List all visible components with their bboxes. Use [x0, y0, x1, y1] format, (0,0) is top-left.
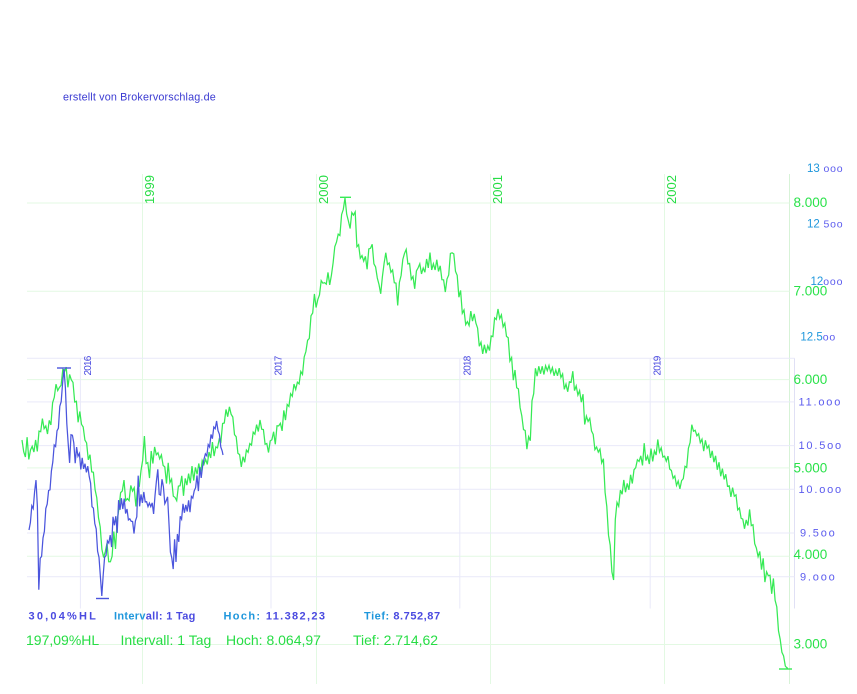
svg-text:3.000: 3.000 [794, 636, 828, 651]
svg-text:12ooo: 12ooo [811, 276, 844, 288]
svg-text:197,09%HL: 197,09%HL [26, 632, 99, 648]
svg-text:erstellt von Brokervorschlag.d: erstellt von Brokervorschlag.de [63, 92, 216, 104]
svg-text:2019: 2019 [653, 355, 664, 375]
svg-text:12.5oo: 12.5oo [800, 332, 836, 344]
svg-text:13 ooo: 13 ooo [807, 163, 843, 175]
svg-text:2018: 2018 [462, 355, 473, 375]
svg-text:Hoch: 11.382,23: Hoch: 11.382,23 [224, 611, 327, 623]
svg-text:Hoch: 8.064,97: Hoch: 8.064,97 [226, 632, 321, 648]
svg-text:2002: 2002 [664, 175, 679, 204]
svg-text:1999: 1999 [142, 175, 157, 204]
svg-text:4.000: 4.000 [794, 547, 828, 562]
svg-text:10.5oo: 10.5oo [799, 440, 843, 452]
svg-text:5.000: 5.000 [794, 461, 828, 476]
svg-text:2017: 2017 [274, 355, 285, 375]
svg-text:8.000: 8.000 [794, 195, 828, 210]
svg-text:2016: 2016 [83, 355, 94, 375]
svg-text:12 5oo: 12 5oo [807, 219, 843, 231]
svg-text:Tief: 8.752,87: Tief: 8.752,87 [364, 611, 441, 623]
svg-text:Intervall: 1 Tag: Intervall: 1 Tag [121, 632, 212, 648]
svg-text:2001: 2001 [490, 175, 505, 204]
svg-text:10.ooo: 10.ooo [799, 484, 843, 496]
svg-text:7.000: 7.000 [794, 284, 828, 299]
svg-text:9.5oo: 9.5oo [800, 527, 837, 539]
svg-text:Intervall: 1 Tag: Intervall: 1 Tag [114, 611, 196, 623]
svg-text:6.000: 6.000 [794, 372, 828, 387]
svg-text:9.ooo: 9.ooo [800, 571, 837, 583]
svg-text:30,04%HL: 30,04%HL [29, 611, 99, 623]
svg-text:Tief: 2.714,62: Tief: 2.714,62 [353, 632, 438, 648]
svg-text:2000: 2000 [316, 175, 331, 204]
svg-text:11.ooo: 11.ooo [799, 397, 843, 409]
